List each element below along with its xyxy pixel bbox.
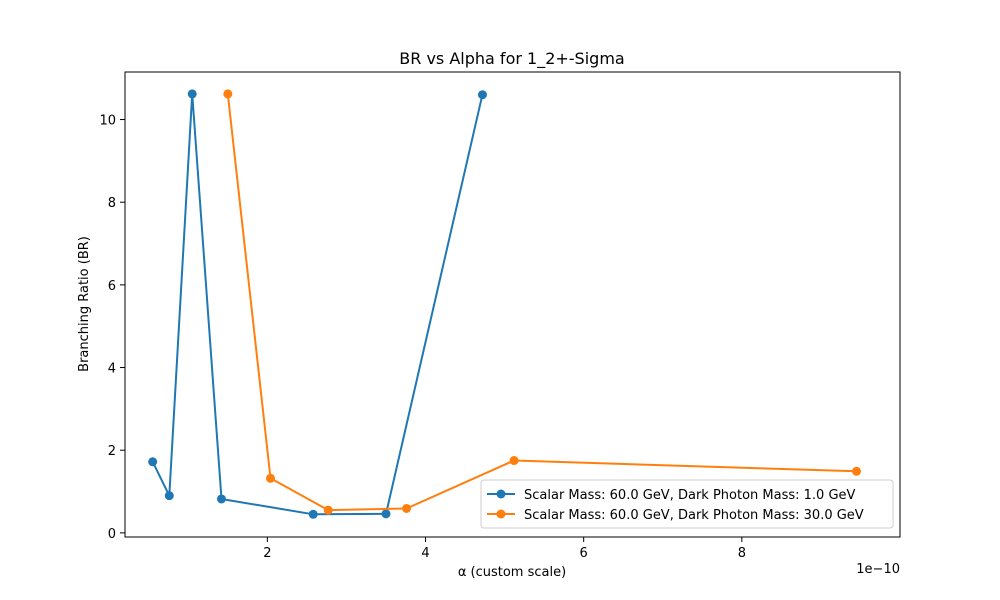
- legend-label-series-1: Scalar Mass: 60.0 GeV, Dark Photon Mass:…: [524, 488, 856, 503]
- series-2-point: [266, 473, 276, 483]
- y-axis: 0 2 4 6 8 10: [99, 114, 125, 542]
- legend-marker-series-2: [496, 509, 506, 519]
- legend-marker-series-1: [496, 489, 506, 499]
- x-axis-label: α (custom scale): [458, 565, 566, 580]
- y-axis-label: Branching Ratio (BR): [77, 236, 92, 372]
- series-1-point: [381, 509, 391, 519]
- plot-area: [148, 89, 862, 519]
- y-tick-label: 10: [99, 114, 116, 129]
- y-tick-label: 8: [108, 196, 116, 211]
- legend: Scalar Mass: 60.0 GeV, Dark Photon Mass:…: [480, 479, 894, 529]
- series-1-point: [187, 89, 197, 99]
- x-tick-label: 6: [580, 546, 588, 561]
- series-2-point: [223, 89, 233, 99]
- series-2-point: [509, 456, 519, 466]
- series-1-point: [308, 509, 318, 519]
- series-1-point: [164, 491, 174, 501]
- series-2-line: [226, 93, 857, 512]
- chart-title: BR vs Alpha for 1_2+-Sigma: [399, 49, 624, 69]
- series-1-point: [148, 457, 158, 467]
- series-2-point: [323, 505, 333, 515]
- series-1-point: [477, 90, 487, 100]
- x-axis-scale-label: 1e−10: [856, 562, 900, 577]
- x-axis: 2 4 6 8: [263, 537, 746, 561]
- series-1-point: [216, 494, 226, 504]
- y-tick-label: 2: [108, 444, 116, 459]
- legend-label-series-2: Scalar Mass: 60.0 GeV, Dark Photon Mass:…: [524, 508, 864, 523]
- legend-box: [480, 479, 894, 529]
- y-tick-label: 4: [108, 362, 116, 377]
- series-2-point: [402, 503, 412, 513]
- x-tick-label: 8: [738, 546, 746, 561]
- y-tick-label: 6: [108, 279, 116, 294]
- y-tick-label: 0: [108, 527, 116, 542]
- plot-frame: [124, 71, 901, 538]
- series-2-point: [852, 466, 862, 476]
- x-tick-label: 4: [421, 546, 429, 561]
- x-tick-label: 2: [263, 546, 271, 561]
